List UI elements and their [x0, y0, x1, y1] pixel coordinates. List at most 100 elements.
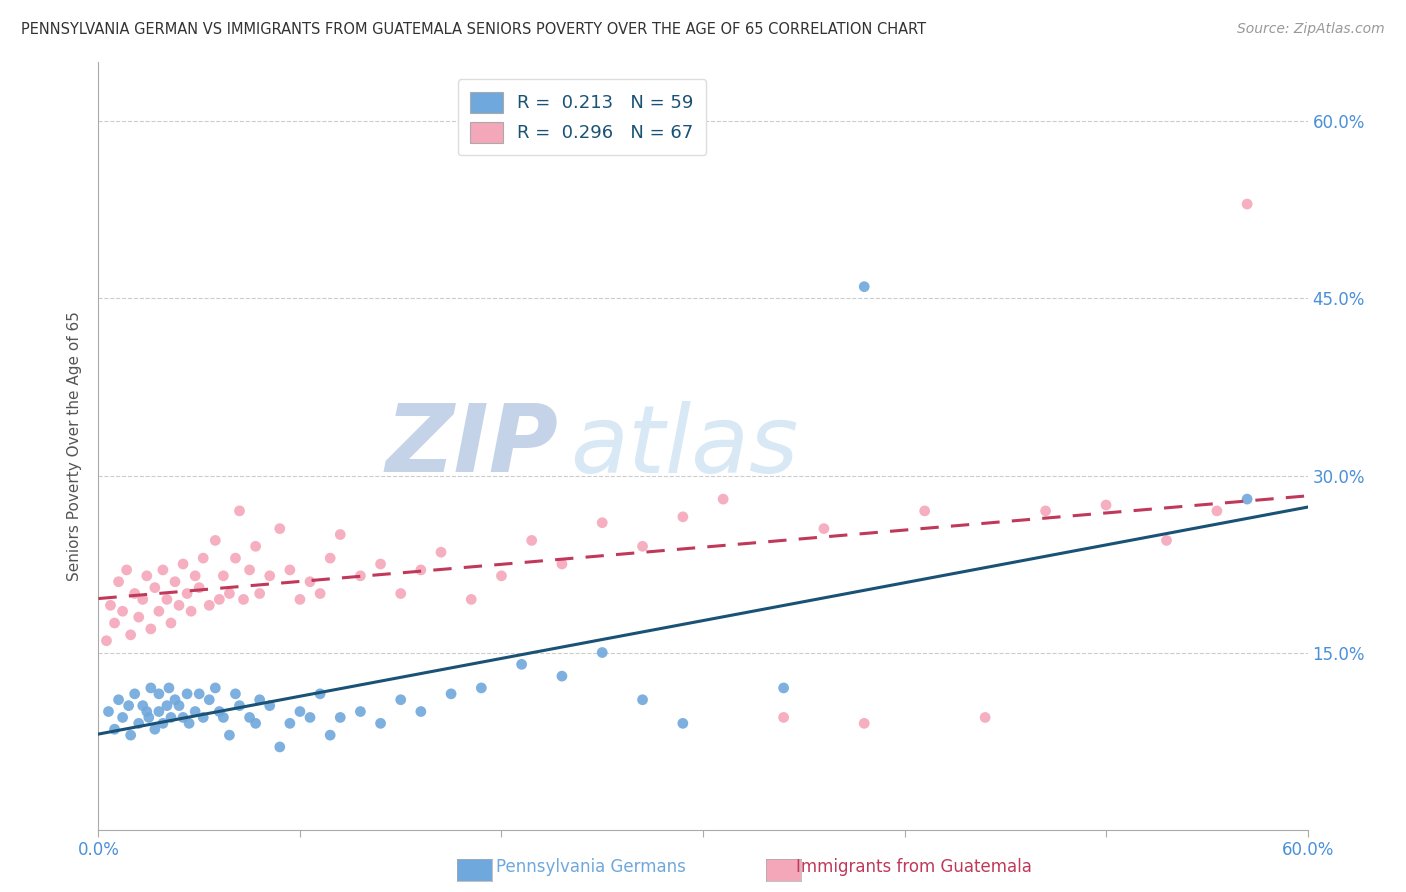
Point — [156, 698, 179, 713]
Point — [470, 681, 492, 695]
Point — [245, 716, 267, 731]
Point — [239, 710, 262, 724]
Point — [1035, 504, 1057, 518]
Point — [269, 522, 291, 536]
Point — [278, 716, 301, 731]
Point — [551, 557, 574, 571]
Point — [163, 574, 186, 589]
Text: PENNSYLVANIA GERMAN VS IMMIGRANTS FROM GUATEMALA SENIORS POVERTY OVER THE AGE OF: PENNSYLVANIA GERMAN VS IMMIGRANTS FROM G… — [21, 22, 927, 37]
Point — [208, 705, 231, 719]
Point — [813, 522, 835, 536]
Point — [184, 705, 207, 719]
Point — [128, 716, 150, 731]
Point — [1236, 492, 1258, 507]
Point — [204, 681, 226, 695]
Point — [224, 551, 246, 566]
Point — [128, 610, 150, 624]
Point — [208, 592, 231, 607]
Legend: R =  0.213   N = 59, R =  0.296   N = 67: R = 0.213 N = 59, R = 0.296 N = 67 — [458, 79, 706, 155]
Point — [148, 687, 170, 701]
Point — [157, 681, 180, 695]
Point — [510, 657, 533, 672]
Point — [711, 492, 734, 507]
Point — [156, 592, 179, 607]
Text: Source: ZipAtlas.com: Source: ZipAtlas.com — [1237, 22, 1385, 37]
Point — [148, 705, 170, 719]
Point — [100, 599, 122, 613]
Point — [135, 569, 157, 583]
Point — [551, 669, 574, 683]
Point — [853, 279, 876, 293]
Point — [1095, 498, 1118, 512]
Point — [96, 633, 118, 648]
Point — [249, 586, 271, 600]
Point — [370, 716, 392, 731]
Point — [184, 569, 207, 583]
Point — [218, 728, 240, 742]
Point — [232, 592, 254, 607]
Point — [1236, 197, 1258, 211]
Point — [249, 692, 271, 706]
Point — [772, 681, 794, 695]
Point — [259, 569, 281, 583]
Point — [329, 710, 352, 724]
Point — [143, 723, 166, 737]
Point — [138, 710, 160, 724]
Point — [204, 533, 226, 548]
Point — [440, 687, 463, 701]
Point — [329, 527, 352, 541]
Point — [111, 604, 134, 618]
Point — [309, 687, 332, 701]
Point — [389, 692, 412, 706]
Point — [672, 716, 695, 731]
Point — [631, 692, 654, 706]
Text: atlas: atlas — [569, 401, 799, 491]
Point — [591, 516, 613, 530]
Point — [278, 563, 301, 577]
Point — [132, 698, 155, 713]
Point — [239, 563, 262, 577]
Point — [319, 728, 342, 742]
Point — [631, 539, 654, 553]
Point — [198, 599, 221, 613]
Point — [409, 563, 432, 577]
Point — [245, 539, 267, 553]
Point — [520, 533, 543, 548]
Point — [115, 563, 138, 577]
Point — [288, 705, 311, 719]
Point — [259, 698, 281, 713]
Point — [124, 687, 146, 701]
Point — [218, 586, 240, 600]
Point — [160, 710, 183, 724]
Point — [299, 710, 322, 724]
Point — [188, 687, 211, 701]
Point — [1156, 533, 1178, 548]
Y-axis label: Seniors Poverty Over the Age of 65: Seniors Poverty Over the Age of 65 — [67, 311, 83, 581]
Point — [349, 705, 371, 719]
Point — [111, 710, 134, 724]
Point — [198, 692, 221, 706]
Point — [188, 581, 211, 595]
Point — [132, 592, 155, 607]
Point — [914, 504, 936, 518]
Point — [163, 692, 186, 706]
Point — [228, 698, 250, 713]
Point — [160, 615, 183, 630]
Point — [103, 615, 125, 630]
Point — [167, 698, 190, 713]
Point — [193, 551, 215, 566]
Text: Pennsylvania Germans: Pennsylvania Germans — [495, 858, 686, 876]
Point — [167, 599, 190, 613]
Point — [148, 604, 170, 618]
Text: ZIP: ZIP — [385, 400, 558, 492]
Point — [389, 586, 412, 600]
Point — [212, 569, 235, 583]
Point — [319, 551, 342, 566]
Point — [853, 716, 876, 731]
Point — [974, 710, 997, 724]
Point — [120, 628, 142, 642]
Point — [309, 586, 332, 600]
Point — [772, 710, 794, 724]
Point — [172, 557, 194, 571]
Point — [491, 569, 513, 583]
